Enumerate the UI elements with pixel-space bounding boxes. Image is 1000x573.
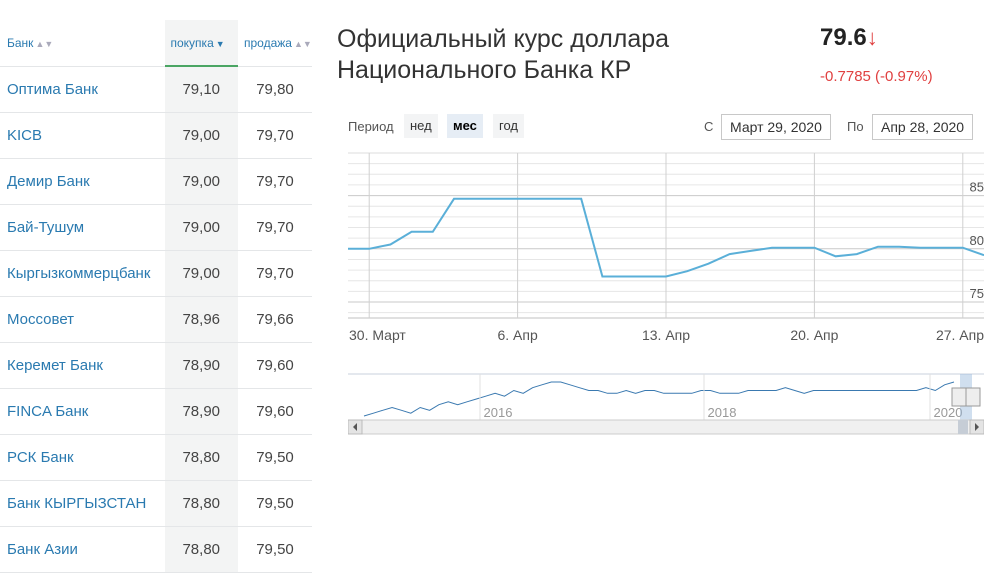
- buy-rate: 78,96: [164, 296, 238, 343]
- bank-name[interactable]: KICB: [0, 112, 165, 159]
- table-row[interactable]: Кыргызкоммерцбанк 79,00 79,70: [0, 250, 312, 297]
- bank-name[interactable]: Банк Азии: [0, 526, 165, 573]
- rate-change: -0.7785 (-0.97%): [820, 68, 933, 85]
- bank-name[interactable]: FINCA Банк: [0, 388, 165, 435]
- sell-rate: 79,70: [237, 250, 312, 297]
- sell-rate: 79,70: [237, 158, 312, 205]
- x-tick-label: 20. Апр: [790, 327, 838, 343]
- arrow-down-icon: ↓: [866, 25, 878, 50]
- table-row[interactable]: Оптима Банк 79,10 79,80: [0, 65, 312, 113]
- buy-rate: 78,80: [164, 526, 238, 573]
- navigator-year-label: 2016: [484, 405, 513, 420]
- table-row[interactable]: Моссовет 78,96 79,66: [0, 296, 312, 343]
- sell-rate: 79,66: [237, 296, 312, 343]
- sell-rate: 79,70: [237, 112, 312, 159]
- navigator-handle-left[interactable]: [951, 387, 967, 407]
- sell-rate: 79,50: [237, 526, 312, 573]
- period-label: Период: [348, 119, 394, 134]
- bank-name[interactable]: Керемет Банк: [0, 342, 165, 389]
- buy-rate: 79,00: [164, 112, 238, 159]
- buy-rate: 78,80: [164, 434, 238, 481]
- period-year-button[interactable]: год: [493, 114, 524, 138]
- x-tick-label: 6. Апр: [497, 327, 537, 343]
- column-header-bank[interactable]: Банк ▲▼: [0, 20, 165, 66]
- column-header-bank-label: Банк: [7, 35, 34, 50]
- rate-series-line: [348, 197, 984, 278]
- y-tick-label: 80: [970, 233, 984, 248]
- current-rate-value: 79.6: [820, 24, 867, 51]
- buy-rate: 78,90: [164, 388, 238, 435]
- buy-rate: 79,00: [164, 158, 238, 205]
- sort-down-icon: ▼: [215, 38, 225, 49]
- x-tick-label: 30. Март: [349, 327, 406, 343]
- buy-rate: 78,90: [164, 342, 238, 389]
- table-row[interactable]: Бай-Тушум 79,00 79,70: [0, 204, 312, 251]
- buy-rate: 79,00: [164, 250, 238, 297]
- to-label: По: [847, 119, 864, 134]
- bank-name[interactable]: РСК Банк: [0, 434, 165, 481]
- bank-name[interactable]: Банк КЫРГЫЗСТАН: [0, 480, 165, 527]
- y-tick-label: 75: [970, 286, 984, 301]
- sort-both-icon: ▲▼: [35, 38, 54, 49]
- sell-rate: 79,50: [237, 434, 312, 481]
- column-header-sell-label: продажа: [243, 35, 292, 50]
- table-row[interactable]: Демир Банк 79,00 79,70: [0, 158, 312, 205]
- navigator-handle-right[interactable]: [965, 387, 981, 407]
- table-row[interactable]: Керемет Банк 78,90 79,60: [0, 342, 312, 389]
- scrollbar-track[interactable]: [348, 419, 984, 435]
- bank-name[interactable]: Демир Банк: [0, 158, 165, 205]
- sell-rate: 79,50: [237, 480, 312, 527]
- sell-rate: 79,70: [237, 204, 312, 251]
- buy-rate: 79,00: [164, 204, 238, 251]
- sell-rate: 79,60: [237, 342, 312, 389]
- sell-rate: 79,80: [237, 65, 312, 113]
- rate-chart: 85 80 75 30. Март 6. Апр 13. Апр 20. Апр 27. А…: [348, 152, 984, 435]
- title-line-2: Национального Банка КР: [337, 56, 632, 84]
- bank-name[interactable]: Моссовет: [0, 296, 165, 343]
- title-line-1: Официальный курс доллара: [337, 25, 670, 53]
- table-row[interactable]: Банк Азии 78,80 79,50: [0, 526, 312, 573]
- from-date-input[interactable]: Март 29, 2020: [721, 114, 831, 140]
- sell-rate: 79,60: [237, 388, 312, 435]
- scroll-right-icon: [975, 423, 979, 431]
- navigator-year-label: 2020: [934, 405, 963, 420]
- scroll-left-icon: [353, 423, 357, 431]
- table-row[interactable]: Банк КЫРГЫЗСТАН 78,80 79,50: [0, 480, 312, 527]
- period-week-button[interactable]: нед: [404, 114, 438, 138]
- from-label: С: [704, 119, 714, 134]
- table-row[interactable]: FINCA Банк 78,90 79,60: [0, 388, 312, 435]
- navigator-scrollbar[interactable]: [348, 419, 984, 435]
- chart-toolbar: Период нед мес год С Март 29, 2020 По Ап…: [348, 114, 984, 140]
- navigator-background: [348, 374, 984, 420]
- bank-rates-table: Банк ▲▼ покупка ▼ продажа ▲▼ Оптима Банк 79,…: [0, 20, 312, 573]
- column-header-buy[interactable]: покупка ▼: [164, 20, 238, 67]
- buy-rate: 79,10: [164, 65, 238, 113]
- sort-both-icon: ▲▼: [293, 38, 312, 49]
- to-date-input[interactable]: Апр 28, 2020: [872, 114, 974, 140]
- table-row[interactable]: РСК Банк 78,80 79,50: [0, 434, 312, 481]
- x-tick-label: 27. Апр: [936, 327, 984, 343]
- navigator-series-line: [363, 381, 955, 417]
- x-tick-label: 13. Апр: [642, 327, 690, 343]
- column-header-buy-label: покупка: [170, 35, 214, 50]
- period-month-button[interactable]: мес: [447, 114, 483, 138]
- table-row[interactable]: KICB 79,00 79,70: [0, 112, 312, 159]
- bank-name[interactable]: Бай-Тушум: [0, 204, 165, 251]
- y-tick-label: 85: [970, 180, 984, 195]
- current-rate: 79.6↓: [820, 24, 878, 52]
- navigator-year-label: 2018: [708, 405, 737, 420]
- scrollbar-thumb[interactable]: [958, 420, 968, 434]
- bank-name[interactable]: Кыргызкоммерцбанк: [0, 250, 165, 297]
- buy-rate: 78,80: [164, 480, 238, 527]
- column-header-sell[interactable]: продажа ▲▼: [238, 20, 312, 66]
- page-title: Официальный курс доллара Национального Б…: [337, 24, 757, 86]
- range-navigator[interactable]: 2016 2018 2020: [348, 373, 984, 420]
- bank-name[interactable]: Оптима Банк: [0, 65, 165, 113]
